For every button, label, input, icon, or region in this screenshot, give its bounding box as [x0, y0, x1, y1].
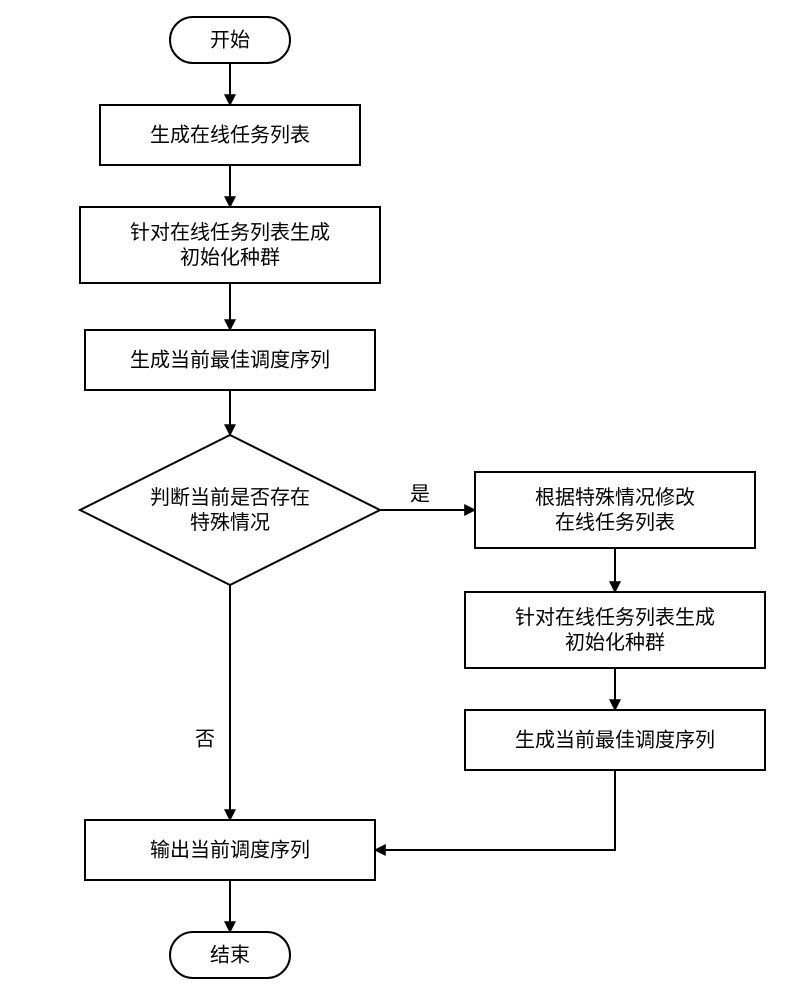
node-n1: 生成在线任务列表	[100, 105, 360, 165]
node-label-line: 生成在线任务列表	[150, 123, 310, 146]
node-n5: 针对在线任务列表生成初始化种群	[465, 592, 765, 668]
node-d1: 判断当前是否存在特殊情况	[80, 435, 380, 585]
node-n6: 生成当前最佳调度序列	[465, 710, 765, 770]
node-label: 结束	[210, 943, 250, 966]
flowchart-diagram: 是否开始生成在线任务列表针对在线任务列表生成初始化种群生成当前最佳调度序列判断当…	[0, 0, 789, 1000]
node-label-line: 判断当前是否存在	[150, 486, 310, 509]
node-label-line: 生成当前最佳调度序列	[515, 728, 715, 751]
node-label-line: 根据特殊情况修改	[535, 486, 695, 509]
node-n7: 输出当前调度序列	[85, 820, 375, 880]
node-label-line: 生成当前最佳调度序列	[130, 348, 330, 371]
node-label: 开始	[210, 28, 250, 51]
node-start: 开始	[170, 17, 290, 63]
node-label-line: 特殊情况	[190, 511, 270, 534]
node-n2: 针对在线任务列表生成初始化种群	[80, 207, 380, 283]
edge-label: 是	[410, 483, 430, 505]
node-n4: 根据特殊情况修改在线任务列表	[475, 472, 755, 548]
node-end: 结束	[170, 932, 290, 978]
node-label-line: 输出当前调度序列	[150, 838, 310, 861]
node-label-line: 针对在线任务列表生成	[130, 221, 330, 244]
node-label-line: 针对在线任务列表生成	[515, 606, 715, 629]
edge-label: 否	[195, 728, 215, 750]
node-label-line: 在线任务列表	[555, 511, 675, 534]
edge	[375, 770, 615, 850]
node-label-line: 初始化种群	[565, 631, 665, 654]
node-n3: 生成当前最佳调度序列	[85, 330, 375, 390]
node-label-line: 初始化种群	[180, 246, 280, 269]
